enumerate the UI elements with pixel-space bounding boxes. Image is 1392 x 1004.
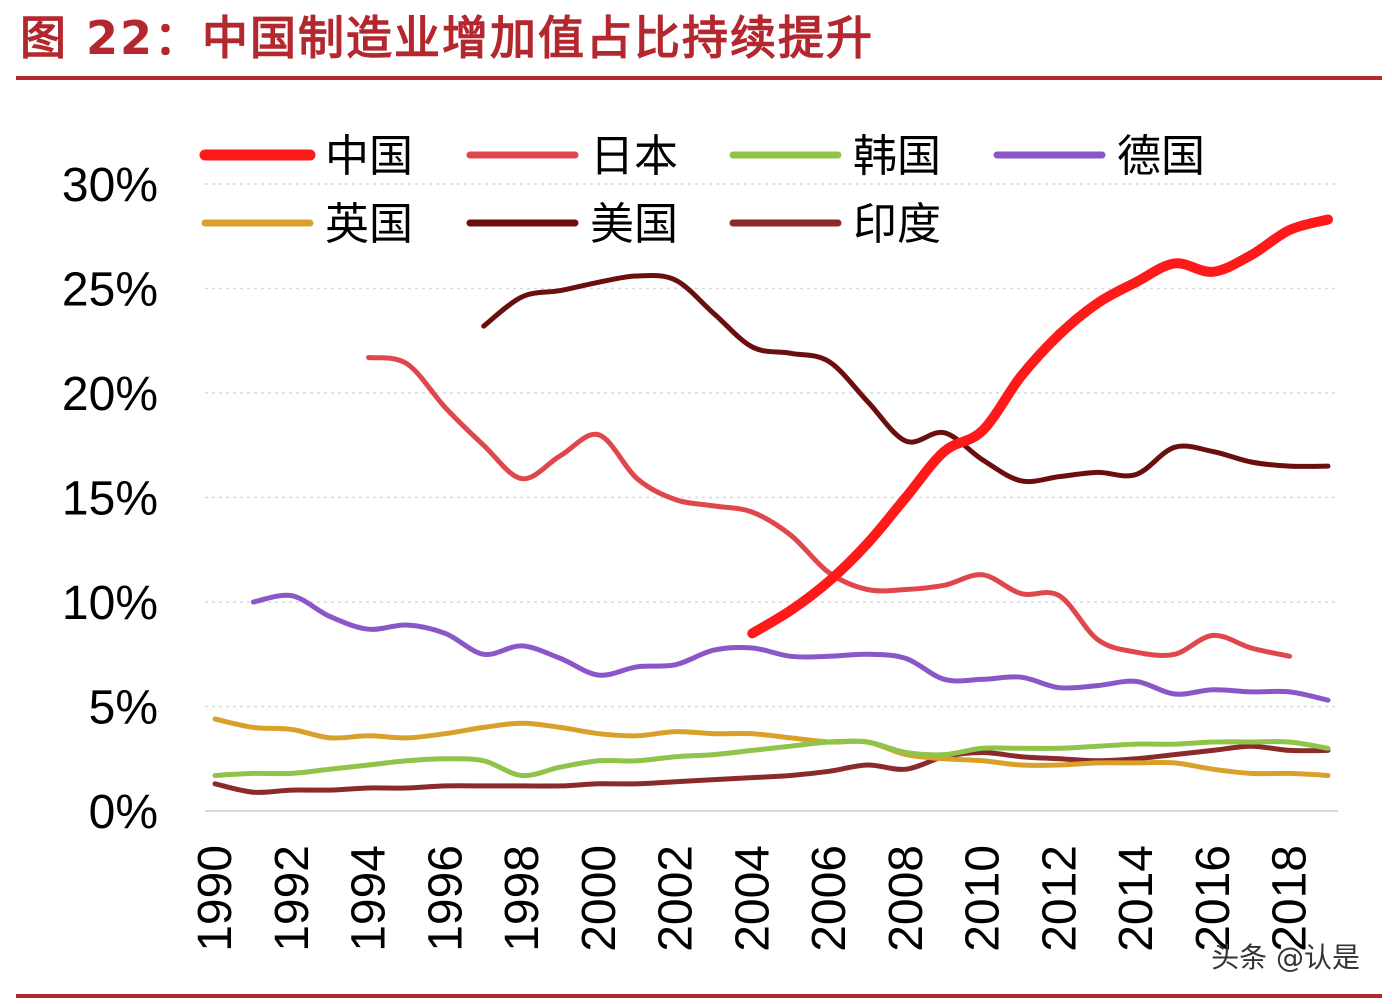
y-tick-label: 30% (62, 159, 158, 212)
legend-label-usa: 美国 (590, 199, 678, 250)
x-tick-label: 2014 (1110, 845, 1163, 952)
y-tick-label: 0% (89, 786, 158, 839)
x-tick-label: 2018 (1264, 845, 1317, 952)
series-line-japan (366, 355, 1293, 659)
gridlines (205, 183, 1338, 812)
series-line-korea (212, 738, 1331, 779)
y-tick-label: 10% (62, 577, 158, 630)
x-tick-label: 2012 (1033, 845, 1086, 952)
x-tick-label: 1996 (419, 845, 472, 952)
line-chart: 0% 5% 10% 15% 20% 25% 30% 1990 1992 1994 1996 1998… (62, 131, 1338, 952)
x-tick-label: 2008 (880, 845, 933, 952)
series-lines (212, 214, 1333, 795)
series-line-usa (481, 272, 1331, 485)
x-tick-label: 1992 (266, 845, 319, 952)
legend-label-germany: 德国 (1117, 131, 1205, 182)
y-tick-label: 5% (89, 682, 158, 735)
x-tick-label: 2002 (650, 845, 703, 952)
x-tick-label: 1990 (189, 845, 242, 952)
x-axis-ticks: 1990 1992 1994 1996 1998 2000 2002 2004 2006 2008… (189, 845, 1317, 952)
x-tick-label: 1998 (496, 845, 549, 952)
legend-label-uk: 英国 (325, 199, 413, 250)
legend-label-japan: 日本 (590, 131, 678, 182)
x-tick-label: 2006 (803, 845, 856, 952)
y-tick-label: 15% (62, 473, 158, 526)
watermark: 头条 @认是 (1211, 941, 1360, 974)
chart-title: 图 22：中国制造业增加值占比持续提升 (20, 11, 875, 65)
series-line-uk (212, 716, 1331, 778)
y-tick-label: 20% (62, 368, 158, 421)
x-tick-label: 2010 (957, 845, 1010, 952)
x-tick-label: 2016 (1187, 845, 1240, 952)
y-axis-ticks: 0% 5% 10% 15% 20% 25% 30% (62, 159, 158, 839)
series-line-germany (250, 592, 1331, 703)
y-tick-label: 25% (62, 264, 158, 317)
series-line-china (747, 214, 1333, 639)
bottom-divider (16, 994, 1382, 998)
x-tick-label: 1994 (343, 845, 396, 952)
series-line-india (212, 743, 1331, 795)
x-tick-label: 2000 (573, 845, 626, 952)
legend-label-india: 印度 (853, 199, 941, 250)
title-divider (16, 76, 1382, 80)
x-tick-label: 2004 (726, 845, 779, 952)
legend-label-china: 中国 (325, 131, 413, 182)
legend-label-korea: 韩国 (853, 131, 941, 182)
